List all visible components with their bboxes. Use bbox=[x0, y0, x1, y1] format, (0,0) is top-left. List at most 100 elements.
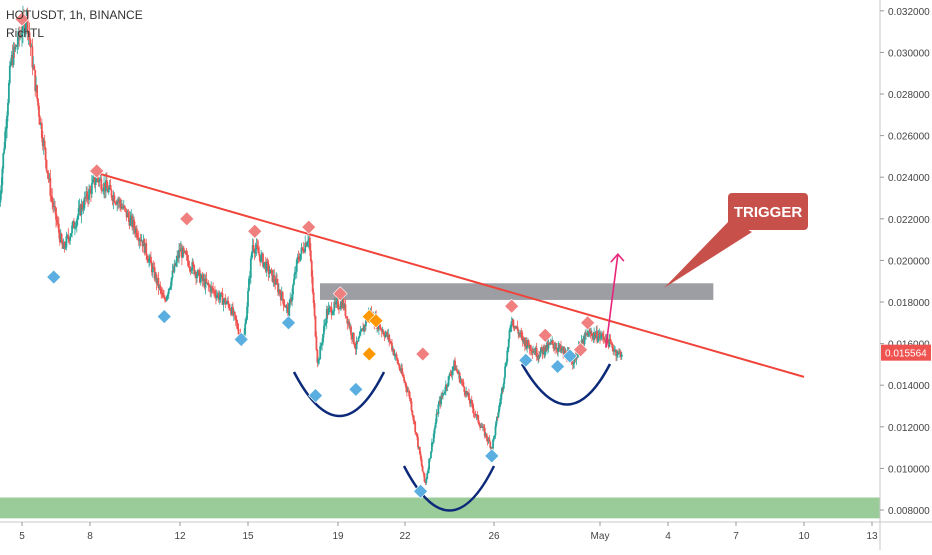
signal-marker bbox=[47, 270, 61, 284]
y-tick-label: 0.020000 bbox=[888, 256, 930, 267]
candle-body bbox=[258, 253, 260, 255]
candle-body bbox=[2, 153, 4, 168]
candle-body bbox=[504, 367, 506, 378]
candle-body bbox=[434, 428, 436, 434]
x-tick-label: 10 bbox=[798, 531, 810, 542]
candle-body bbox=[8, 83, 10, 103]
signal-marker bbox=[234, 332, 248, 346]
signal-marker bbox=[309, 389, 323, 403]
candle bbox=[436, 409, 438, 424]
candle bbox=[224, 294, 226, 308]
candle-body bbox=[36, 85, 38, 98]
candle bbox=[158, 272, 160, 295]
trigger-arrow bbox=[606, 254, 618, 348]
candle-body bbox=[244, 324, 246, 334]
candle-body bbox=[46, 160, 48, 171]
x-tick-label: 8 bbox=[87, 531, 93, 542]
candle-body bbox=[88, 189, 90, 200]
y-tick-label: 0.030000 bbox=[888, 48, 930, 59]
y-tick-label: 0.022000 bbox=[888, 215, 930, 226]
candle-body bbox=[436, 414, 438, 423]
candle-body bbox=[345, 304, 347, 316]
last-price-label: 0.015564 bbox=[885, 349, 927, 360]
signal-marker bbox=[485, 449, 499, 463]
chart-header: HOTUSDT, 1h, BINANCE RichTL bbox=[6, 8, 143, 40]
x-tick-label: 7 bbox=[733, 531, 739, 542]
candle bbox=[424, 473, 426, 482]
trigger-callout-text: TRIGGER bbox=[734, 204, 803, 221]
x-tick-label: 12 bbox=[174, 531, 186, 542]
right-shoulder-cup bbox=[522, 364, 610, 405]
signal-marker bbox=[581, 316, 595, 330]
trigger-callout-pointer bbox=[664, 220, 752, 288]
candle-body bbox=[44, 141, 46, 148]
y-tick-label: 0.010000 bbox=[888, 464, 930, 475]
candle-body bbox=[69, 236, 71, 240]
candles bbox=[0, 6, 623, 485]
candle-body bbox=[350, 327, 352, 336]
signal-marker bbox=[157, 310, 171, 324]
signal-marker bbox=[416, 347, 430, 361]
candle-body bbox=[463, 382, 465, 387]
candle-body bbox=[33, 66, 35, 70]
x-tick-label: 19 bbox=[332, 531, 344, 542]
symbol-title: HOTUSDT, 1h, BINANCE bbox=[6, 8, 143, 22]
indicator-label[interactable]: RichTL bbox=[6, 26, 143, 40]
candle-body bbox=[412, 411, 414, 416]
candle-body bbox=[422, 466, 424, 472]
candle bbox=[345, 299, 347, 319]
y-tick-label: 0.018000 bbox=[888, 298, 930, 309]
candle-body bbox=[91, 183, 93, 194]
candle-body bbox=[316, 337, 318, 351]
candle-body bbox=[414, 422, 416, 432]
signal-marker bbox=[248, 224, 262, 238]
signal-markers bbox=[15, 12, 595, 498]
candle-body bbox=[282, 292, 284, 299]
candle-body bbox=[359, 336, 361, 338]
candle-body bbox=[95, 182, 97, 185]
candle-body bbox=[417, 437, 419, 447]
signal-marker bbox=[180, 212, 194, 226]
candle-body bbox=[353, 333, 355, 344]
left-shoulder-cup bbox=[294, 372, 384, 416]
x-tick-label: 4 bbox=[665, 531, 671, 542]
signal-marker bbox=[349, 382, 363, 396]
y-tick-label: 0.032000 bbox=[888, 7, 930, 18]
y-tick-label: 0.024000 bbox=[888, 173, 930, 184]
candle-body bbox=[473, 409, 475, 414]
x-tick-label: 5 bbox=[19, 531, 25, 542]
signal-marker bbox=[362, 347, 376, 361]
candle-body bbox=[7, 103, 9, 116]
candle-body bbox=[411, 401, 413, 410]
x-tick-label: May bbox=[591, 531, 610, 542]
signal-marker bbox=[282, 316, 296, 330]
x-tick-label: 15 bbox=[242, 531, 254, 542]
candle-body bbox=[234, 312, 236, 315]
candle-body bbox=[409, 392, 411, 399]
y-tick-label: 0.008000 bbox=[888, 506, 930, 517]
y-tick-label: 0.028000 bbox=[888, 90, 930, 101]
candle-body bbox=[314, 303, 316, 316]
y-tick-label: 0.012000 bbox=[888, 423, 930, 434]
candle-body bbox=[318, 359, 320, 360]
y-tick-label: 0.026000 bbox=[888, 132, 930, 143]
y-tick-label: 0.014000 bbox=[888, 381, 930, 392]
candle-body bbox=[621, 354, 623, 357]
x-tick-label: 26 bbox=[488, 531, 500, 542]
candle-body bbox=[45, 148, 47, 160]
candle-body bbox=[125, 208, 127, 209]
candle-body bbox=[424, 474, 426, 482]
candle-body bbox=[247, 291, 249, 307]
candle-body bbox=[9, 66, 11, 83]
price-axis: 0.0080000.0100000.0120000.0140000.016000… bbox=[880, 0, 931, 550]
candle-body bbox=[206, 279, 208, 283]
x-tick-label: 22 bbox=[399, 531, 411, 542]
signal-marker bbox=[505, 299, 519, 313]
signal-marker bbox=[538, 328, 552, 342]
x-tick-label: 13 bbox=[866, 531, 878, 542]
candle-body bbox=[292, 285, 294, 295]
time-axis: 5 8 12 15 19 22 26 May 4 7 10 13 bbox=[0, 522, 932, 542]
candle-body bbox=[250, 258, 252, 277]
